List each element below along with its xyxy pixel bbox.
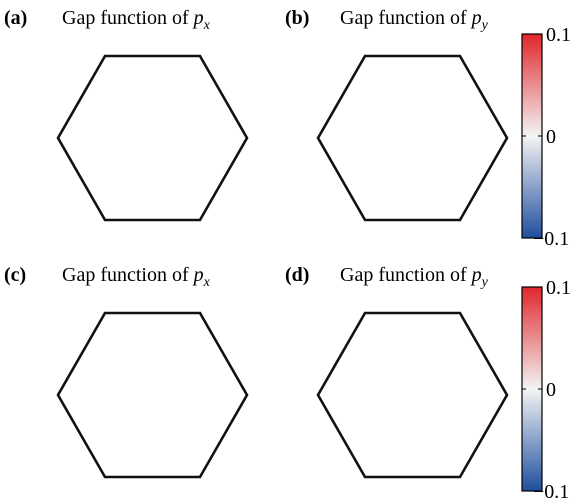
panel-c: (c) Gap function of px: [4, 264, 249, 479]
panel-label-a: (a): [4, 7, 27, 29]
colorbar-min-label: −0.1: [533, 481, 569, 502]
panel-a: (a) Gap function of px: [4, 7, 249, 222]
panel-b: (b) Gap function of py: [285, 7, 509, 222]
colorbar-bottom: 0.1 0 −0.1: [521, 277, 571, 502]
panel-label-c: (c): [4, 264, 26, 286]
brillouin-zone-hexagon: [56, 311, 249, 479]
panel-label-b: (b): [285, 7, 309, 29]
colorbar-gradient: [522, 287, 542, 491]
colorbar-gradient: [522, 34, 542, 238]
colorbar-top: 0.1 0 −0.1: [521, 24, 571, 250]
colorbar-mid-label: 0: [546, 126, 556, 148]
panel-title-a: Gap function of px: [62, 7, 211, 33]
colorbar-max-label: 0.1: [546, 277, 571, 299]
colorbar-mid-label: 0: [546, 379, 556, 401]
panel-title-d: Gap function of py: [340, 264, 489, 290]
colorbar-min-label: −0.1: [533, 228, 569, 250]
brillouin-zone-hexagon: [56, 54, 249, 222]
panel-title-c: Gap function of px: [62, 264, 211, 290]
panel-label-d: (d): [285, 264, 309, 286]
brillouin-zone-hexagon: [316, 311, 509, 479]
brillouin-zone-hexagon: [316, 54, 509, 222]
panel-title-b: Gap function of py: [340, 7, 489, 33]
colorbar-max-label: 0.1: [546, 24, 571, 46]
panel-d: (d) Gap function of py: [285, 264, 509, 479]
